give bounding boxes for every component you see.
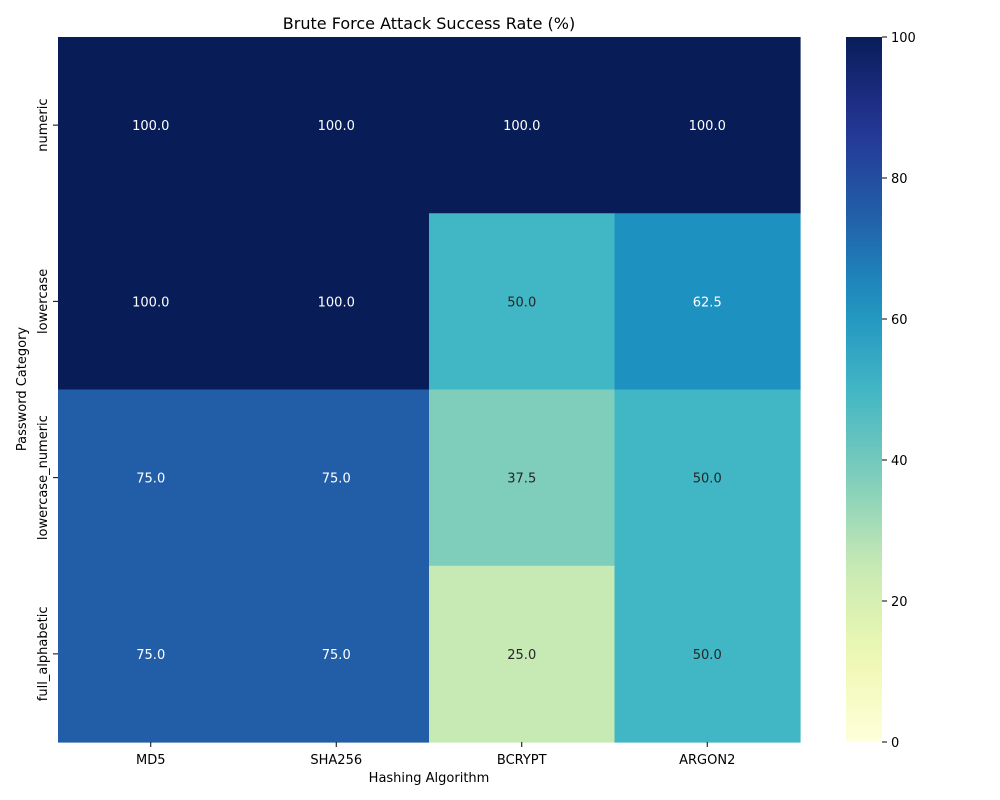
x-axis-label: Hashing Algorithm	[369, 771, 490, 786]
heatmap-cell	[243, 213, 430, 391]
y-tick-label: numeric	[36, 99, 51, 152]
cell-value-label: 100.0	[318, 119, 355, 134]
x-tick-label: MD5	[136, 753, 166, 768]
heatmap-cell	[614, 565, 801, 743]
heatmap-cell	[58, 389, 245, 567]
heatmap-cell	[429, 565, 616, 743]
cell-value-label: 100.0	[132, 295, 169, 310]
heatmap-cell	[614, 389, 801, 567]
cell-value-label: 50.0	[693, 648, 722, 663]
cell-value-label: 50.0	[507, 295, 536, 310]
cell-value-label: 62.5	[693, 295, 722, 310]
x-axis: MD5 SHA256 BCRYPT ARGON2	[136, 742, 735, 768]
heatmap-cell	[58, 565, 245, 743]
cell-value-label: 75.0	[136, 472, 165, 487]
heatmap-cell	[243, 37, 430, 214]
heatmap-cell	[243, 565, 430, 743]
cell-value-label: 50.0	[693, 472, 722, 487]
x-tick-label: SHA256	[310, 753, 362, 768]
cell-value-label: 37.5	[507, 472, 536, 487]
colorbar-tick-label: 20	[891, 595, 908, 610]
colorbar-tick-label: 80	[891, 172, 908, 187]
heatmap-cell	[614, 213, 801, 391]
heatmap-cell	[429, 37, 616, 214]
y-axis-label: Password Category	[15, 327, 30, 452]
cell-value-label: 75.0	[322, 472, 351, 487]
cell-value-label: 25.0	[507, 648, 536, 663]
chart-title: Brute Force Attack Success Rate (%)	[283, 14, 575, 33]
y-tick-label: lowercase	[36, 269, 51, 334]
cell-value-label: 100.0	[318, 295, 355, 310]
heatmap-cell-labels: 100.0 100.0 100.0 100.0 100.0 100.0 50.0 62.5 75…	[132, 119, 726, 663]
cell-value-label: 100.0	[132, 119, 169, 134]
colorbar-tick-label: 0	[891, 736, 899, 751]
cell-value-label: 75.0	[322, 648, 351, 663]
heatmap-cell	[429, 389, 616, 567]
colorbar-tick-label: 40	[891, 454, 908, 469]
x-tick-label: ARGON2	[679, 753, 735, 768]
colorbar-ticks: 0 20 40 60 80 100	[882, 31, 916, 751]
cell-value-label: 100.0	[503, 119, 540, 134]
heatmap-cell	[58, 213, 245, 391]
heatmap-cell	[243, 389, 430, 567]
y-tick-label: full_alphabetic	[36, 607, 51, 702]
y-tick-label: lowercase_numeric	[36, 415, 51, 540]
y-axis: numeric lowercase lowercase_numeric full_al…	[36, 99, 58, 702]
x-tick-label: BCRYPT	[497, 753, 547, 768]
heatmap-cell	[58, 37, 245, 214]
colorbar	[846, 37, 882, 742]
heatmap-cell	[614, 37, 801, 214]
colorbar-tick-label: 60	[891, 313, 908, 328]
cell-value-label: 100.0	[689, 119, 726, 134]
heatmap-cell	[429, 213, 616, 391]
cell-value-label: 75.0	[136, 648, 165, 663]
colorbar-tick-label: 100	[891, 31, 916, 46]
heatmap-cells	[58, 37, 801, 743]
